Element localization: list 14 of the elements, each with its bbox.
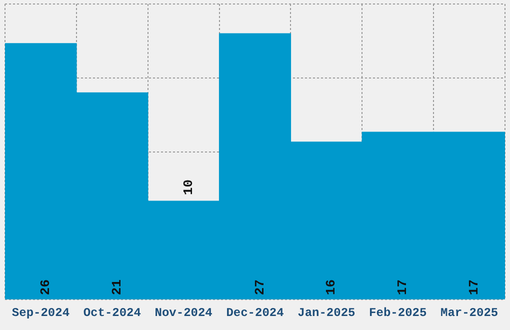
x-tick-label: Feb-2025 — [369, 306, 427, 320]
x-tick-label: Dec-2024 — [226, 306, 284, 320]
x-tick-label: Nov-2024 — [154, 306, 212, 320]
data-label: 21 — [109, 279, 124, 296]
data-label: 16 — [324, 279, 339, 296]
data-label: 17 — [466, 279, 482, 296]
data-label: 17 — [395, 279, 410, 296]
x-tick-label: Mar-2025 — [440, 306, 498, 320]
data-label: 10 — [180, 179, 196, 196]
data-label: 26 — [38, 279, 53, 296]
x-tick-label: Sep-2024 — [12, 306, 70, 320]
x-tick-label: Oct-2024 — [83, 306, 141, 320]
data-label: 27 — [252, 279, 268, 296]
x-tick-label: Jan-2025 — [298, 306, 356, 320]
